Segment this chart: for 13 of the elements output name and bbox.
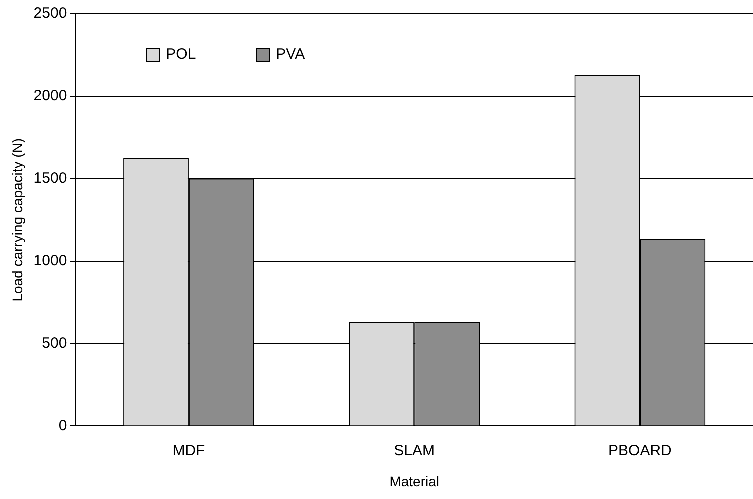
- x-tick-label: MDF: [172, 442, 206, 460]
- y-tick-label: 1500: [34, 170, 68, 188]
- y-tick-label: 0: [58, 417, 68, 434]
- y-tick-label: 1000: [34, 252, 68, 270]
- y-tick-label: 500: [42, 334, 68, 352]
- legend-label: PVA: [276, 46, 306, 63]
- x-tick-label: PBOARD: [608, 442, 672, 460]
- legend-label: POL: [166, 46, 196, 63]
- x-tick-label: SLAM: [394, 442, 436, 460]
- y-tick-label: 2000: [34, 88, 68, 105]
- x-axis-title: Material: [390, 473, 440, 490]
- y-axis-title: Load carrying capacity (N): [9, 138, 26, 302]
- y-tick-label: 2500: [34, 5, 68, 22]
